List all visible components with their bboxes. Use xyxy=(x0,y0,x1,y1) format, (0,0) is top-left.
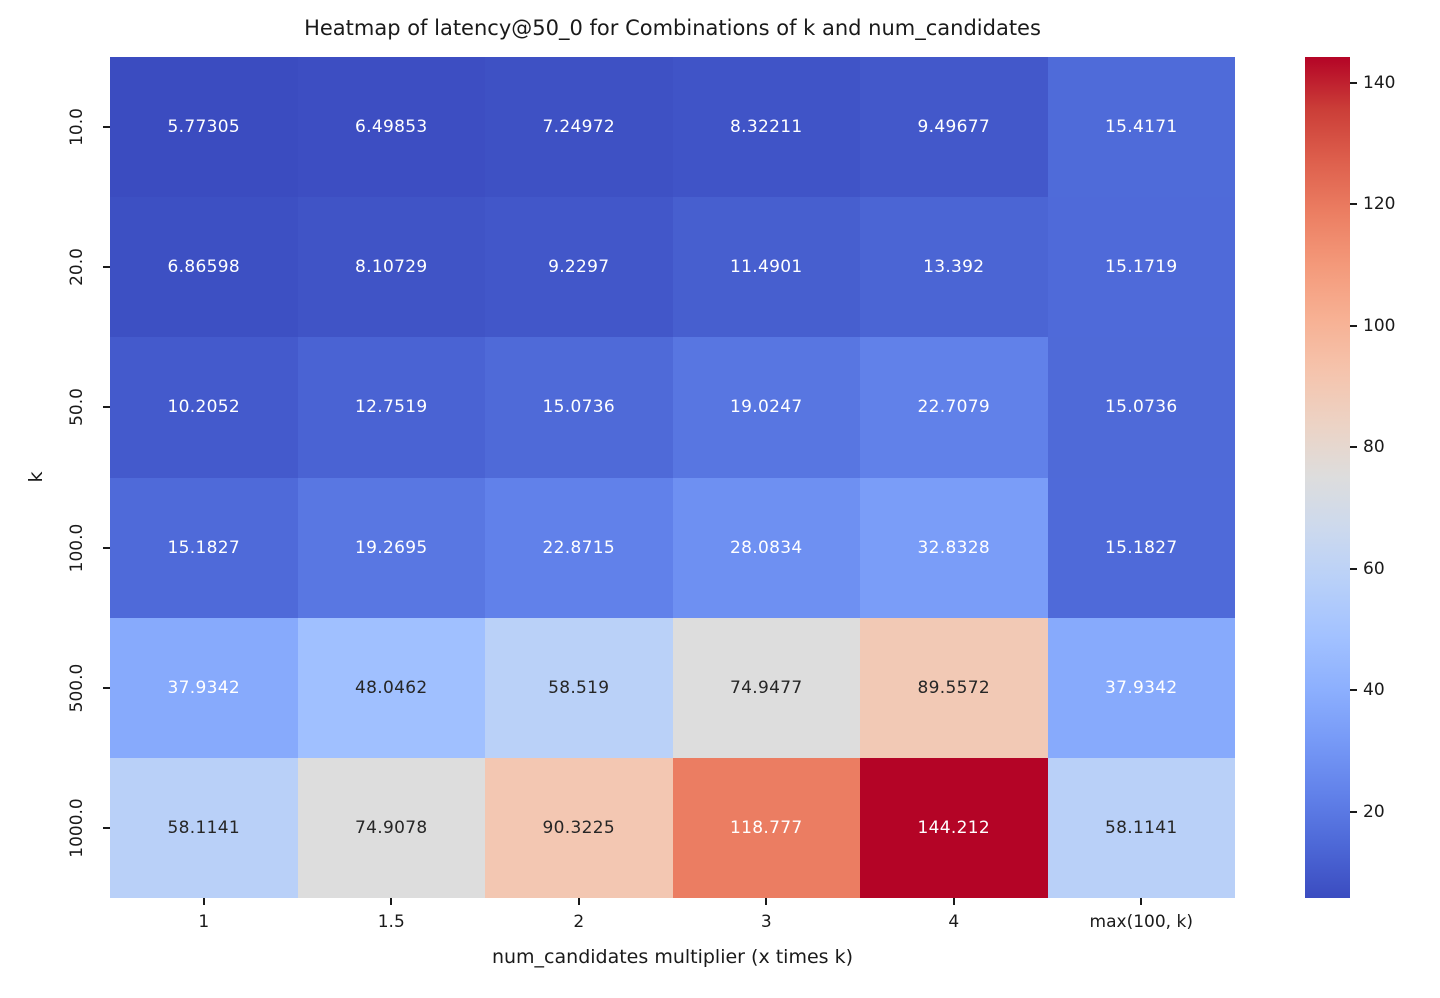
heatmap-cell: 5.77305 xyxy=(110,57,298,198)
y-tick-label: 500.0 xyxy=(67,663,87,713)
x-tick-mark xyxy=(765,898,768,905)
colorbar-tick-mark xyxy=(1350,203,1357,206)
heatmap-cell: 7.24972 xyxy=(485,57,673,198)
heatmap-grid: 5.77305 6.49853 7.24972 8.32211 9.49677 15.41… xyxy=(110,57,1235,898)
heatmap-cell: 74.9477 xyxy=(672,617,860,758)
x-tick-label: 3 xyxy=(760,912,772,932)
colorbar-tick-mark xyxy=(1350,446,1357,449)
colorbar xyxy=(1305,57,1350,898)
heatmap-cell: 9.2297 xyxy=(485,197,673,338)
x-axis-label: num_candidates multiplier (x times k) xyxy=(491,946,854,968)
colorbar-tick-label: 60 xyxy=(1363,558,1385,579)
heatmap-cell: 89.5572 xyxy=(860,617,1048,758)
colorbar-tick-mark xyxy=(1350,81,1357,84)
x-tick-label: 1 xyxy=(198,912,210,932)
colorbar-tick-mark xyxy=(1350,689,1357,692)
y-tick-mark xyxy=(103,406,110,409)
colorbar-tick-label: 80 xyxy=(1363,437,1385,458)
heatmap-cell: 6.86598 xyxy=(110,197,298,338)
y-tick-mark xyxy=(103,686,110,689)
heatmap-cell: 15.0736 xyxy=(485,337,673,478)
colorbar-tick-label: 120 xyxy=(1363,194,1396,215)
heatmap-cell: 15.1827 xyxy=(1047,477,1235,618)
heatmap-cell: 12.7519 xyxy=(297,337,485,478)
heatmap-cell: 9.49677 xyxy=(860,57,1048,198)
heatmap-cell: 118.777 xyxy=(672,757,860,898)
heatmap-cell: 19.2695 xyxy=(297,477,485,618)
heatmap-cell: 58.1141 xyxy=(110,757,298,898)
heatmap-cell: 37.9342 xyxy=(1047,617,1235,758)
colorbar-tick-label: 40 xyxy=(1363,680,1385,701)
x-tick-label: 2 xyxy=(573,912,585,932)
heatmap-cell: 90.3225 xyxy=(485,757,673,898)
heatmap-cell: 37.9342 xyxy=(110,617,298,758)
colorbar-tick-mark xyxy=(1350,567,1357,570)
y-tick-label: 20.0 xyxy=(67,248,87,287)
heatmap-cell: 6.49853 xyxy=(297,57,485,198)
y-tick-label: 100.0 xyxy=(67,523,87,572)
y-axis-label: k xyxy=(25,471,47,483)
x-tick-mark xyxy=(390,898,393,905)
x-tick-mark xyxy=(577,898,580,905)
x-tick-mark xyxy=(1140,898,1143,905)
heatmap-cell: 19.0247 xyxy=(672,337,860,478)
colorbar-tick-label: 20 xyxy=(1363,801,1385,822)
heatmap-cell: 22.7079 xyxy=(860,337,1048,478)
x-tick-mark xyxy=(952,898,955,905)
heatmap-cell: 58.1141 xyxy=(1047,757,1235,898)
x-tick-label: max(100, k) xyxy=(1089,912,1193,932)
y-tick-mark xyxy=(103,546,110,549)
y-tick-mark xyxy=(103,126,110,129)
colorbar-tick-label: 100 xyxy=(1363,315,1396,336)
y-tick-label: 10.0 xyxy=(67,108,87,147)
colorbar-tick-mark xyxy=(1350,324,1357,327)
heatmap-cell: 15.4171 xyxy=(1047,57,1235,198)
heatmap-cell: 15.1827 xyxy=(110,477,298,618)
colorbar-tick-label: 140 xyxy=(1363,72,1396,93)
x-tick-label: 4 xyxy=(948,912,960,932)
heatmap-cell: 58.519 xyxy=(485,617,673,758)
heatmap-cell: 28.0834 xyxy=(672,477,860,618)
heatmap-cell: 32.8328 xyxy=(860,477,1048,618)
heatmap-cell: 48.0462 xyxy=(297,617,485,758)
heatmap-cell: 15.0736 xyxy=(1047,337,1235,478)
x-tick-mark xyxy=(202,898,205,905)
x-tick-label: 1.5 xyxy=(377,912,405,932)
heatmap-cell: 10.2052 xyxy=(110,337,298,478)
heatmap-cell: 8.10729 xyxy=(297,197,485,338)
y-tick-mark xyxy=(103,266,110,269)
heatmap-cell: 15.1719 xyxy=(1047,197,1235,338)
heatmap-cell: 8.32211 xyxy=(672,57,860,198)
heatmap-cell: 144.212 xyxy=(860,757,1048,898)
y-tick-mark xyxy=(103,826,110,829)
heatmap-cell: 11.4901 xyxy=(672,197,860,338)
heatmap-cell: 74.9078 xyxy=(297,757,485,898)
y-tick-label: 50.0 xyxy=(67,388,87,427)
y-tick-label: 1000.0 xyxy=(67,798,87,858)
chart-title: Heatmap of latency@50_0 for Combinations… xyxy=(304,16,1041,40)
heatmap-cell: 13.392 xyxy=(860,197,1048,338)
colorbar-tick-mark xyxy=(1350,810,1357,813)
heatmap-cell: 22.8715 xyxy=(485,477,673,618)
